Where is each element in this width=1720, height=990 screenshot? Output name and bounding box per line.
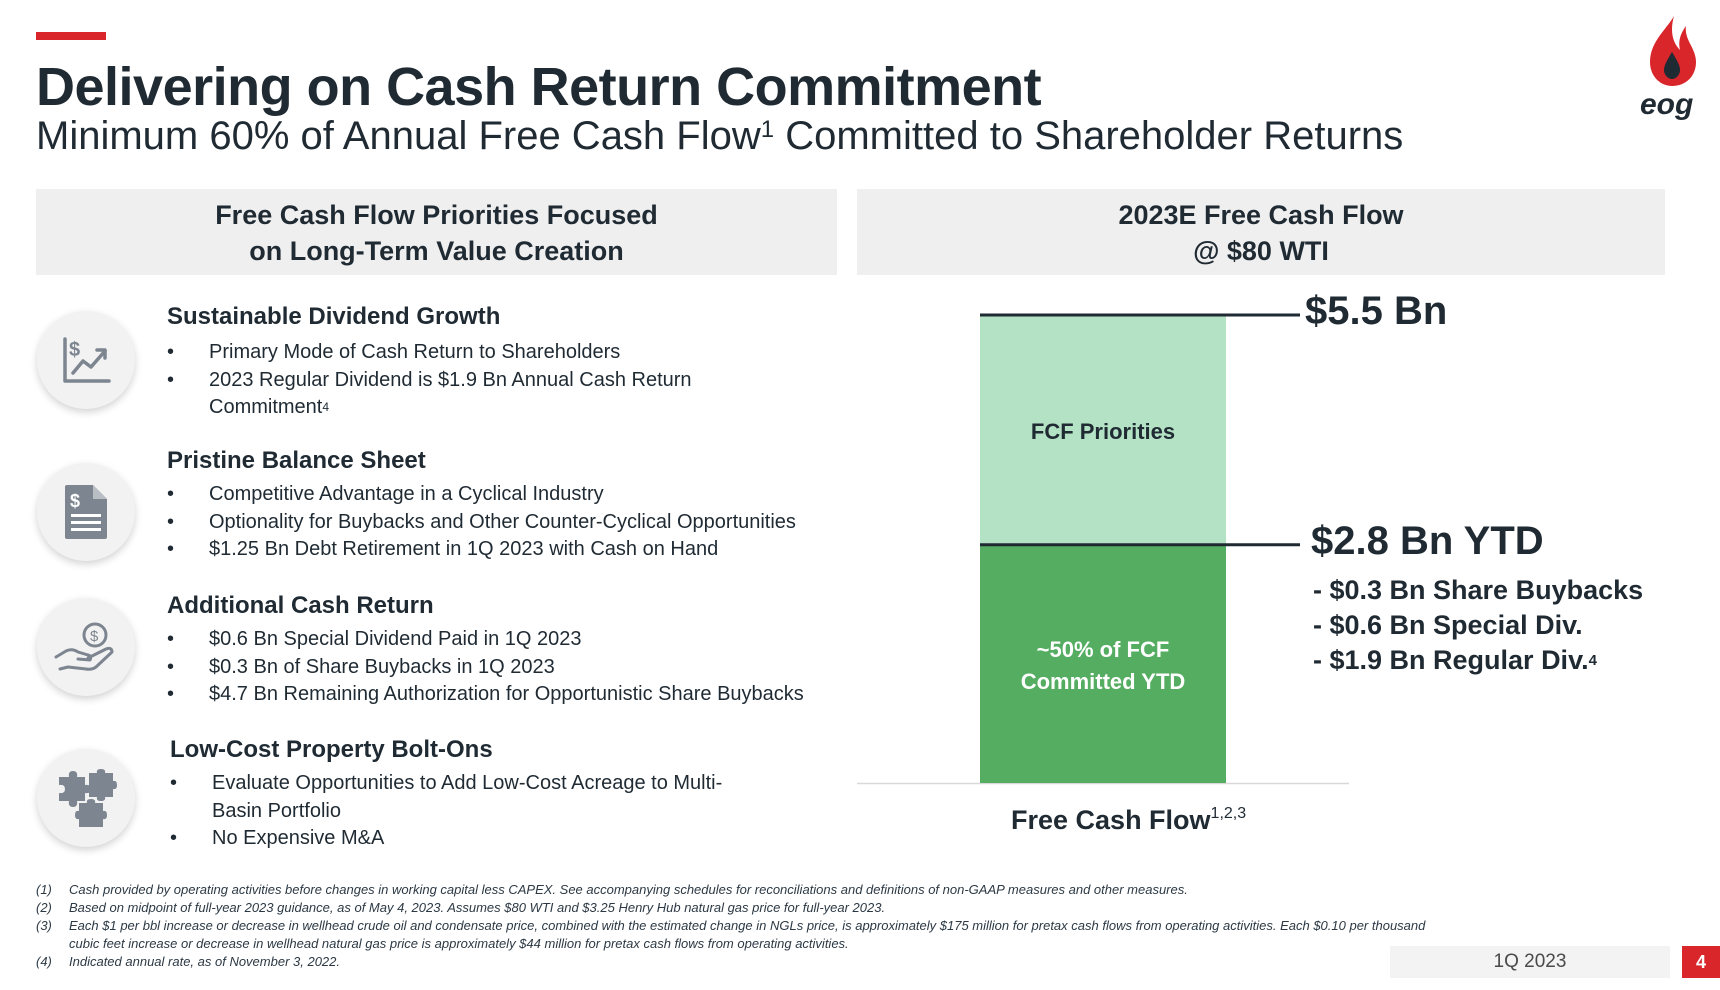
priority-title: Pristine Balance Sheet xyxy=(167,447,426,474)
footnote: (3) Each $1 per bbl increase or decrease … xyxy=(36,917,1456,953)
right-panel-header: 2023E Free Cash Flow @ $80 WTI xyxy=(857,189,1665,275)
svg-text:$: $ xyxy=(69,339,80,361)
bullet-item: Competitive Advantage in a Cyclical Indu… xyxy=(167,481,827,509)
page-title: Delivering on Cash Return Commitment xyxy=(36,57,1042,117)
dollar-growth-chart-icon: $ xyxy=(37,311,135,409)
dollar-document-icon: $ xyxy=(37,463,135,561)
priority-title: Low-Cost Property Bolt-Ons xyxy=(170,736,493,763)
bullet-item: Evaluate Opportunities to Add Low-Cost A… xyxy=(170,770,830,825)
bullet-item: No Expensive M&A xyxy=(170,825,830,853)
bullet-item: $0.6 Bn Special Dividend Paid in 1Q 2023 xyxy=(167,626,827,654)
footnote-ref: 1,2,3 xyxy=(1210,805,1247,822)
total-fcf-label: $5.5 Bn xyxy=(1305,289,1448,333)
right-header-line1: 2023E Free Cash Flow xyxy=(1118,200,1404,230)
flame-logo-icon xyxy=(1650,16,1696,86)
footnote: (4) Indicated annual rate, as of November… xyxy=(36,953,1456,971)
left-header-line2: on Long-Term Value Creation xyxy=(249,236,624,266)
hand-dollar-coin-icon: $ xyxy=(37,598,135,696)
accent-bar xyxy=(36,32,106,40)
eog-logo: eog xyxy=(1636,12,1708,122)
segment-label: ~50% of FCF xyxy=(1037,637,1170,662)
segment-label: Committed YTD xyxy=(1021,669,1186,694)
footnote-number: (1) xyxy=(36,882,52,897)
footnote-ref: 4 xyxy=(322,400,330,414)
footnote-number: (4) xyxy=(36,954,52,969)
subtitle-footnote-ref: 1 xyxy=(760,116,775,143)
bullet-item: $0.3 Bn of Share Buybacks in 1Q 2023 xyxy=(167,654,827,682)
footnote-ref: 4 xyxy=(1588,651,1597,669)
svg-text:$: $ xyxy=(90,628,99,645)
footnote: (2) Based on midpoint of full-year 2023 g… xyxy=(36,899,1456,917)
bullet-item: Primary Mode of Cash Return to Sharehold… xyxy=(167,339,807,367)
breakdown-regular-div: - $1.9 Bn Regular Div.4 xyxy=(1313,643,1643,678)
period-label: 1Q 2023 xyxy=(1390,946,1670,978)
bar-segment-committed xyxy=(980,544,1226,783)
subtitle-text: Minimum 60% of Annual Free Cash Flow xyxy=(36,114,761,158)
footnotes: (1) Cash provided by operating activities… xyxy=(36,881,1456,971)
breakdown-special-div: - $0.6 Bn Special Div. xyxy=(1313,609,1583,640)
priority-bullets: $0.6 Bn Special Dividend Paid in 1Q 2023… xyxy=(167,626,827,709)
ytd-breakdown: - $0.3 Bn Share Buybacks - $0.6 Bn Speci… xyxy=(1313,573,1643,678)
breakdown-regular-div-text: - $1.9 Bn Regular Div. xyxy=(1313,644,1589,675)
footnote-text: Cash provided by operating activities be… xyxy=(69,882,1188,897)
bullet-item: Optionality for Buybacks and Other Count… xyxy=(167,509,827,537)
category-label: Free Cash Flow xyxy=(1011,805,1211,835)
left-header-line1: Free Cash Flow Priorities Focused xyxy=(215,200,658,230)
page-number: 4 xyxy=(1682,946,1720,978)
priority-bullets: Primary Mode of Cash Return to Sharehold… xyxy=(167,339,807,422)
priority-bullets: Evaluate Opportunities to Add Low-Cost A… xyxy=(170,770,830,853)
puzzle-pieces-icon xyxy=(37,749,135,847)
footnote-text: Based on midpoint of full-year 2023 guid… xyxy=(69,900,886,915)
x-axis-label: Free Cash Flow1,2,3 xyxy=(1011,805,1246,836)
page-subtitle: Minimum 60% of Annual Free Cash Flow1 Co… xyxy=(36,114,1403,159)
bullet-item: $4.7 Bn Remaining Authorization for Oppo… xyxy=(167,681,827,709)
left-panel-header: Free Cash Flow Priorities Focused on Lon… xyxy=(36,189,837,275)
priority-title: Sustainable Dividend Growth xyxy=(167,303,501,330)
footnote: (1) Cash provided by operating activities… xyxy=(36,881,1456,899)
footnote-text: Indicated annual rate, as of November 3,… xyxy=(69,954,341,969)
bullet-item: 2023 Regular Dividend is $1.9 Bn Annual … xyxy=(167,367,807,422)
ytd-fcf-label: $2.8 Bn YTD xyxy=(1311,518,1544,563)
priority-bullets: Competitive Advantage in a Cyclical Indu… xyxy=(167,481,827,564)
footnote-number: (3) xyxy=(36,918,52,933)
bar-segment-priorities xyxy=(980,315,1226,545)
footnote-number: (2) xyxy=(36,900,52,915)
segment-label: FCF Priorities xyxy=(1031,419,1175,444)
breakdown-buybacks: - $0.3 Bn Share Buybacks xyxy=(1313,574,1644,605)
subtitle-text-end: Committed to Shareholder Returns xyxy=(774,114,1404,158)
footnote-text: Each $1 per bbl increase or decrease in … xyxy=(69,918,1426,951)
priority-title: Additional Cash Return xyxy=(167,592,434,619)
right-header-line2: @ $80 WTI xyxy=(1193,236,1329,266)
svg-text:$: $ xyxy=(70,491,80,511)
bullet-item: $1.25 Bn Debt Retirement in 1Q 2023 with… xyxy=(167,536,827,564)
logo-text: eog xyxy=(1640,88,1694,121)
bullet-text: 2023 Regular Dividend is $1.9 Bn Annual … xyxy=(209,368,692,419)
fcf-stacked-bar-chart: ~50% of FCF Committed YTD FCF Priorities xyxy=(857,313,1349,785)
